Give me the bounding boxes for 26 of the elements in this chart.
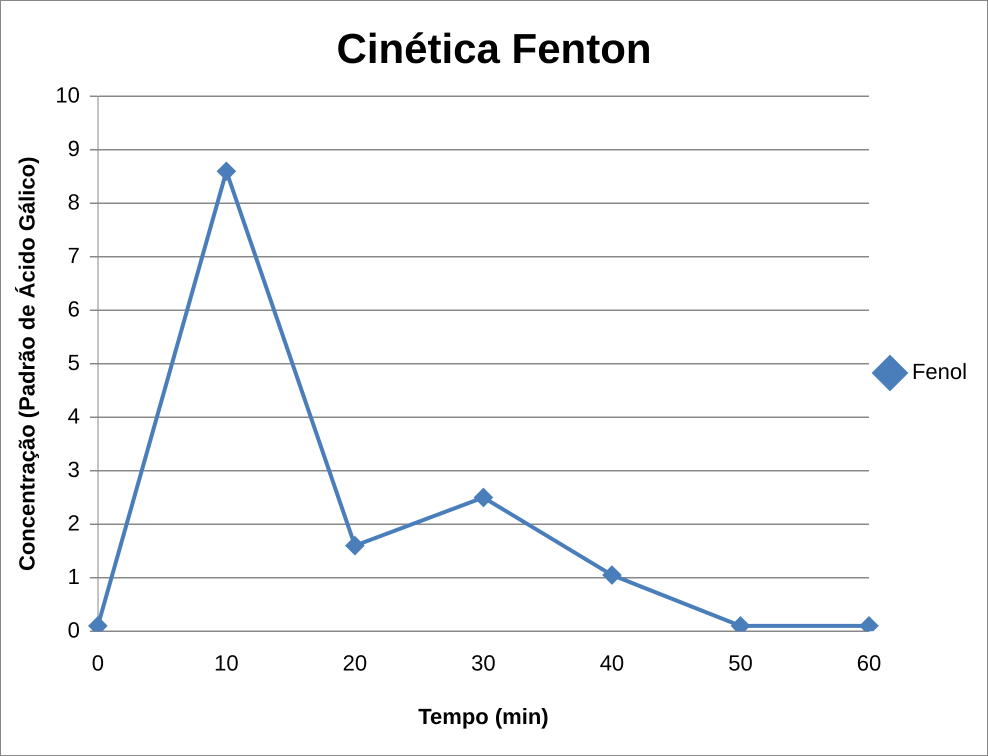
- x-tick-label: 20: [342, 650, 368, 676]
- y-tick-label: 5: [68, 350, 80, 375]
- y-tick-label: 2: [68, 510, 80, 536]
- point: [217, 162, 236, 180]
- y-tick-label: 6: [68, 296, 80, 322]
- y-tick-label: 7: [68, 242, 80, 268]
- chart-title: Cinética Fenton: [336, 24, 652, 72]
- y-tick-label: 9: [68, 136, 80, 161]
- x-tick-label: 40: [600, 650, 624, 676]
- point: [474, 488, 492, 506]
- legend-label: Fenol: [912, 359, 968, 384]
- y-tick-label: 1: [68, 564, 80, 589]
- y-tick-label: 0: [68, 617, 80, 642]
- x-tick-label: 50: [728, 650, 753, 676]
- y-tick-label: 3: [68, 456, 80, 482]
- y-tick-label: 8: [68, 189, 80, 214]
- point: [602, 566, 621, 584]
- y-axis-title: Concentração (Padrão de Ácido Gálico): [14, 156, 40, 572]
- x-tick-label: 10: [214, 650, 239, 676]
- point: [346, 536, 364, 555]
- x-axis-title: Tempo (min): [418, 704, 549, 729]
- x-tick-label: 60: [856, 650, 882, 676]
- y-tick-label: 4: [68, 403, 80, 428]
- y-tick-label: 10: [55, 82, 80, 108]
- x-tick-label: 0: [92, 650, 104, 676]
- x-tick-label: 30: [471, 650, 496, 676]
